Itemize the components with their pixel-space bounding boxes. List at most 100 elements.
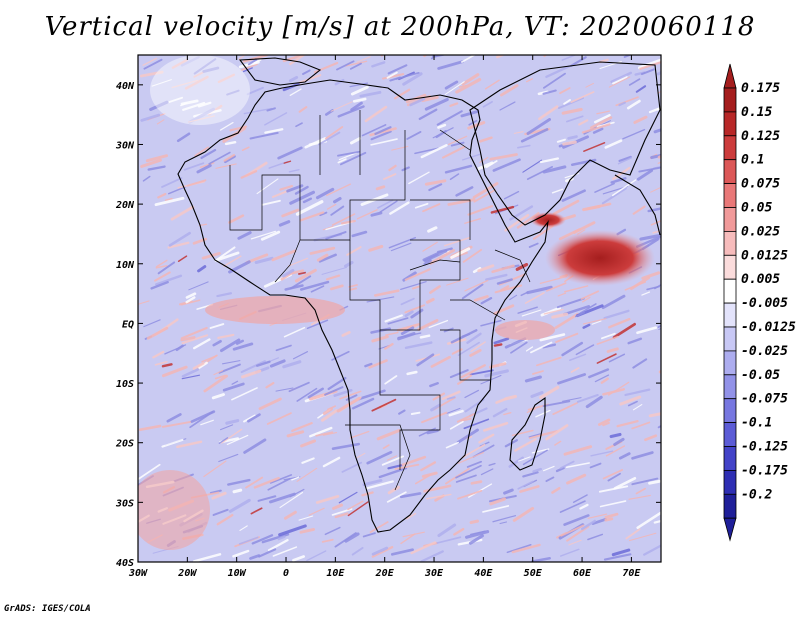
field-streak (209, 489, 222, 495)
field-streak (365, 480, 394, 490)
field-streak (388, 236, 417, 249)
field-streak (512, 506, 535, 522)
field-streak (437, 123, 447, 129)
field-streak (648, 412, 661, 418)
field-streak (349, 287, 358, 291)
field-streak (480, 468, 494, 476)
field-streak (580, 290, 600, 300)
field-streak (632, 358, 648, 369)
field-streak (331, 442, 360, 450)
field-streak (356, 56, 371, 63)
field-streak (368, 359, 388, 369)
field-streak (519, 485, 540, 493)
field-streak (594, 374, 610, 383)
field-streak (657, 90, 661, 94)
colorbar-label: -0.025 (741, 344, 788, 359)
field-streak (441, 390, 461, 401)
field-streak (193, 58, 217, 75)
field-streak (211, 491, 227, 500)
field-streak (375, 185, 386, 191)
lon-tick-label: 10E (326, 568, 345, 579)
field-streak (607, 472, 621, 482)
field-streak (322, 432, 338, 436)
field-streak (460, 364, 486, 379)
field-streak (591, 517, 607, 526)
field-streak (511, 543, 541, 554)
field-streak (612, 322, 636, 339)
lon-tick-label: 10W (228, 568, 247, 579)
field-streak (432, 127, 454, 139)
field-streak (551, 312, 569, 319)
field-streak (249, 131, 279, 140)
field-streak (464, 217, 482, 224)
field-streak (473, 189, 496, 203)
field-streak (633, 115, 648, 124)
field-streak (142, 57, 158, 66)
field-streak (449, 420, 464, 430)
hotspot-gulf-aden (530, 212, 566, 228)
field-streak (607, 381, 630, 396)
field-streak (545, 424, 569, 441)
field-streak (448, 409, 464, 417)
field-streak (299, 528, 316, 534)
field-streak (298, 515, 314, 521)
field-streak (601, 332, 616, 340)
field-streak (582, 204, 601, 212)
field-streak (406, 130, 422, 140)
field-streak (371, 545, 394, 558)
colorbar-label: -0.0125 (741, 320, 796, 335)
field-streak (555, 332, 579, 343)
field-streak (575, 344, 595, 356)
field-streak (619, 395, 642, 406)
field-streak (492, 515, 517, 523)
field-streak (201, 251, 221, 260)
field-streak (145, 154, 169, 163)
field-streak (587, 513, 608, 519)
field-streak (390, 242, 412, 252)
field-streak (508, 456, 524, 468)
field-streak (415, 474, 432, 485)
field-streak (351, 546, 364, 556)
field-streak (453, 527, 465, 536)
field-streak (296, 387, 318, 402)
field-streak (463, 418, 490, 430)
colorbar-swatch (723, 207, 737, 232)
colorbar-label: 0.025 (741, 224, 780, 239)
field-streak (167, 185, 187, 195)
field-streak (344, 532, 360, 543)
field-streak (180, 99, 199, 106)
field-streak (423, 249, 448, 263)
field-streak (289, 55, 306, 66)
field-streak (605, 445, 626, 457)
field-streak (560, 524, 585, 537)
field-streak (211, 393, 225, 400)
field-streak (331, 213, 356, 226)
field-streak (240, 170, 258, 179)
field-streak (429, 382, 439, 388)
field-streak (345, 60, 368, 67)
field-streak (346, 246, 362, 256)
field-streak (422, 241, 438, 252)
field-streak (188, 281, 209, 291)
field-streak (636, 169, 654, 181)
field-streak (309, 246, 336, 255)
grads-credit: GrADS: IGES/COLA (4, 604, 91, 614)
field-streak (568, 539, 582, 546)
field-streak (532, 467, 542, 473)
field-streak (308, 507, 325, 516)
field-streak (546, 282, 567, 292)
field-streak (580, 519, 597, 531)
field-streak (188, 107, 216, 124)
field-streak (473, 295, 489, 302)
field-streak (430, 403, 442, 412)
field-streak (608, 317, 631, 329)
field-streak (657, 324, 661, 328)
field-streak (408, 171, 430, 185)
field-streak (140, 158, 162, 168)
field-streak (343, 260, 354, 268)
field-streak (351, 230, 368, 238)
field-streak (650, 153, 661, 160)
lat-tick-label: 10N (116, 260, 135, 271)
field-streak (294, 185, 309, 195)
lon-tick-label: 20W (177, 568, 197, 579)
